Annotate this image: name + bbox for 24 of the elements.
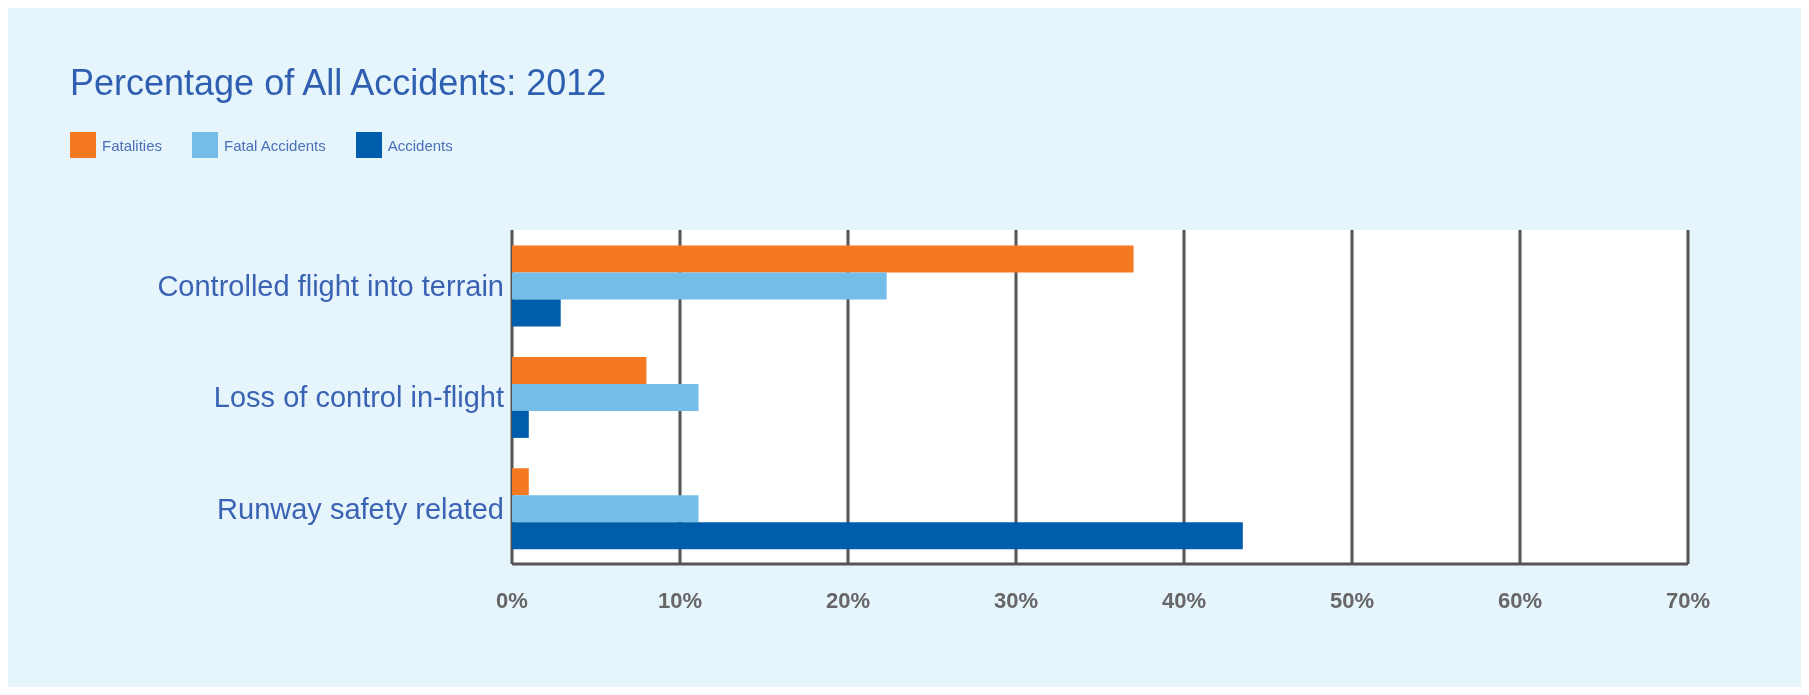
legend-label: Fatalities (102, 136, 163, 154)
bar (512, 245, 1134, 273)
bar (512, 495, 699, 523)
x-tick-label: 20% (825, 587, 871, 613)
y-tick-label: Runway safety related (217, 492, 504, 525)
x-tick-label: 0% (496, 587, 528, 613)
y-tick-label: Controlled flight into terrain (157, 269, 504, 302)
bar (512, 272, 887, 300)
x-tick-label: 40% (1161, 587, 1207, 613)
legend-label: Accidents (387, 136, 453, 154)
bar (512, 383, 699, 411)
bar (512, 468, 529, 496)
x-tick-label: 70% (1665, 587, 1711, 613)
chart-title: Percentage of All Accidents: 2012 (69, 61, 608, 104)
bar (512, 299, 561, 327)
x-tick-label: 10% (657, 587, 703, 613)
x-tick-label: 50% (1329, 587, 1375, 613)
x-tick-label: 60% (1497, 587, 1543, 613)
x-tick-label: 30% (993, 587, 1039, 613)
legend-label: Fatal Accidents (224, 136, 326, 154)
y-tick-label: Loss of control in-flight (213, 381, 504, 414)
bar (512, 522, 1243, 550)
bar (512, 356, 647, 384)
bar (512, 410, 529, 438)
